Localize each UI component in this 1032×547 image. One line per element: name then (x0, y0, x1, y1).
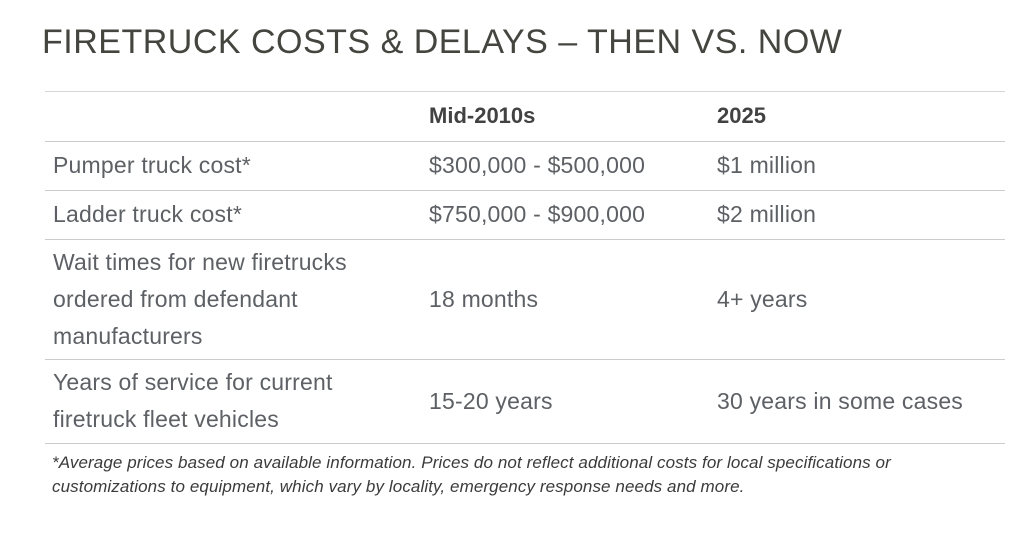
cell-mid-2010s-value: $750,000 - $900,000 (429, 201, 646, 228)
cell-mid-2010s-value: 18 months (429, 285, 539, 312)
cell-mid-2010s-value: 15-20 years (429, 387, 553, 414)
cell-mid-2010s-value: $300,000 - $500,000 (429, 152, 646, 179)
cell-2025-value: 4+ years (717, 285, 808, 312)
row-label: Wait times for new firetrucks ordered fr… (53, 248, 347, 349)
table-row-pumper-truck-cost: Pumper truck cost* $300,000 - $500,000 $… (45, 141, 1005, 191)
cell-2025-value: 30 years in some cases (717, 387, 964, 414)
cell-2025-value: $2 million (717, 201, 817, 228)
table-row-ladder-truck-cost: Ladder truck cost* $750,000 - $900,000 $… (45, 190, 1005, 240)
header-cell-blank (45, 91, 429, 141)
costs-comparison-table: Mid-2010s 2025 Pumper truck cost* $300,0… (45, 91, 1005, 444)
header-cell-mid-2010s: Mid-2010s (429, 103, 536, 129)
cell-2025-value: $1 million (717, 152, 817, 179)
row-label: Ladder truck cost* (53, 201, 242, 228)
table-row-wait-times: Wait times for new firetrucks ordered fr… (45, 239, 1005, 360)
row-label: Pumper truck cost* (53, 152, 251, 179)
page-title: FIRETRUCK COSTS & DELAYS – THEN VS. NOW (42, 23, 843, 61)
table-header-row: Mid-2010s 2025 (45, 91, 1005, 142)
footnote-text: *Average prices based on available infor… (52, 452, 891, 496)
row-label: Years of service for current firetruck f… (53, 369, 333, 433)
header-cell-2025: 2025 (717, 103, 766, 129)
table-row-years-of-service: Years of service for current firetruck f… (45, 359, 1005, 444)
